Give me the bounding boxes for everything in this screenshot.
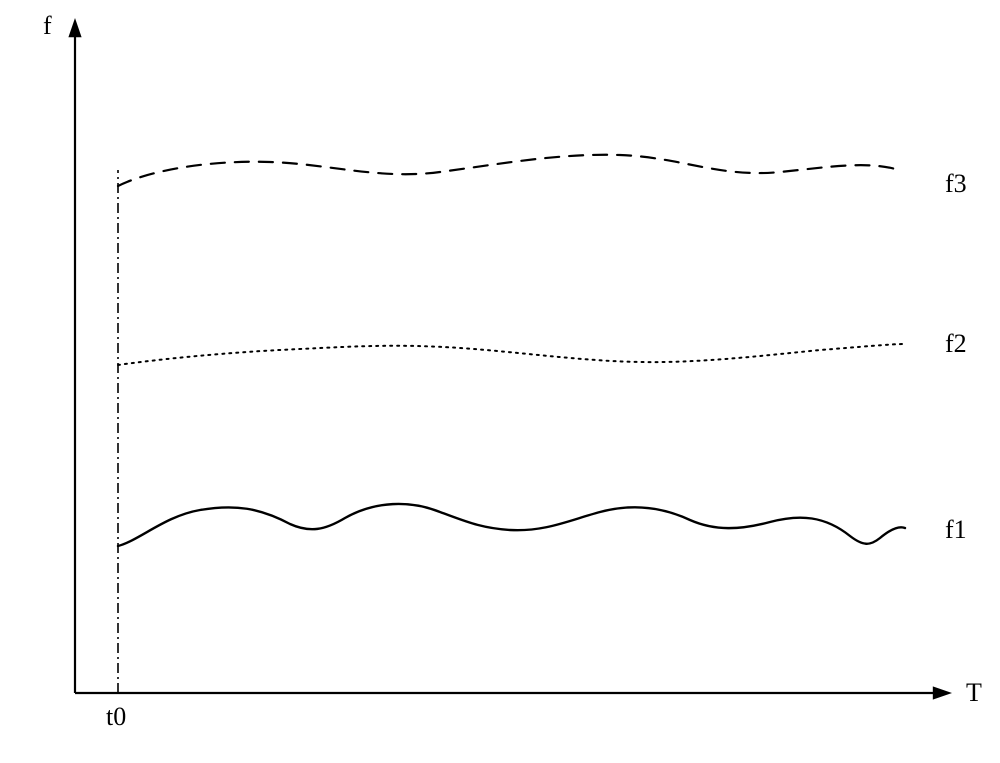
series-label-f1: f1 xyxy=(945,515,967,544)
t0-label: t0 xyxy=(106,702,126,731)
x-axis-label: T xyxy=(966,678,982,707)
chart-background xyxy=(0,0,1000,763)
frequency-time-chart: f3 f2 f1 f Tt0 xyxy=(0,0,1000,763)
series-label-f2: f2 xyxy=(945,329,967,358)
series-label-f3: f3 xyxy=(945,169,967,198)
y-axis-label: f xyxy=(43,11,52,40)
